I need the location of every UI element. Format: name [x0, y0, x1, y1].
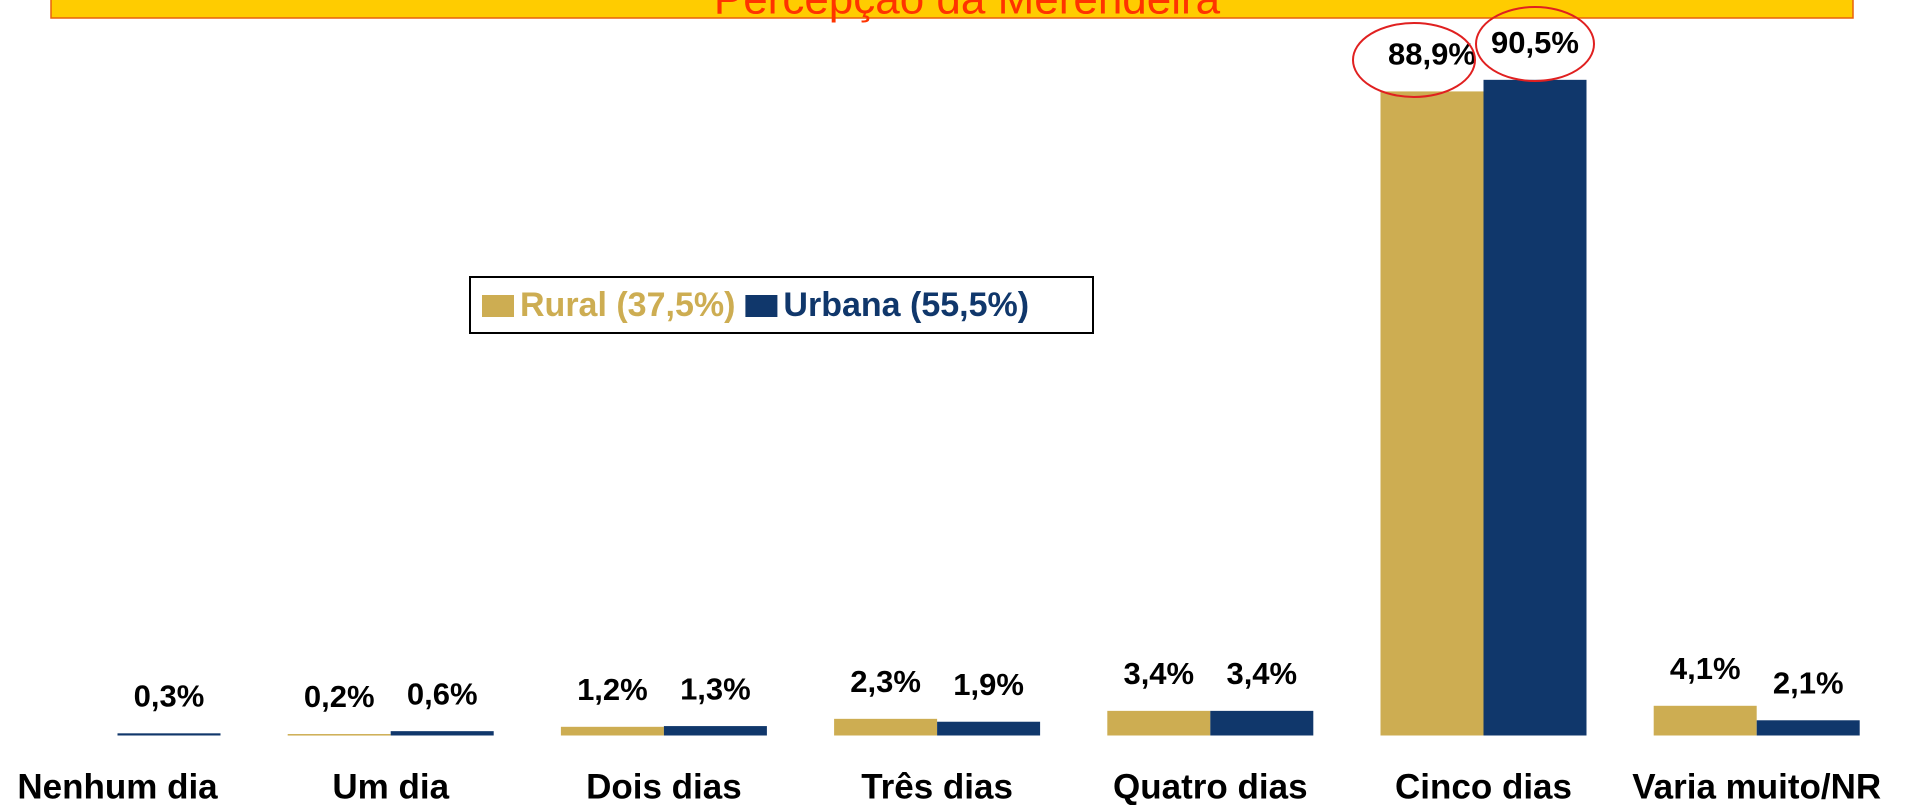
bar — [560, 726, 664, 736]
legend-swatch — [482, 295, 514, 317]
data-label: 3,4% — [1123, 656, 1194, 691]
highlight-ellipse — [1475, 6, 1595, 82]
legend-label: Urbana (55,5%) — [783, 286, 1029, 324]
x-tick-label: Três dias — [861, 767, 1013, 805]
data-label: 1,2% — [577, 672, 648, 707]
bar — [287, 734, 391, 736]
chart-title: Percepção da Merendeira — [714, 0, 1221, 24]
bar — [663, 726, 767, 736]
data-label: 1,9% — [953, 667, 1024, 702]
bar — [117, 733, 221, 736]
x-tick-label: Cinco dias — [1395, 767, 1572, 805]
data-label: 1,3% — [680, 671, 751, 706]
bar — [390, 731, 494, 736]
title-band — [50, 0, 1854, 19]
plot: Nenhum dia 0,3% Um dia 0,2% 0,6% Dois dias 1,2… — [17, 25, 1881, 805]
data-label: 4,1% — [1670, 651, 1741, 686]
data-label: 0,3% — [134, 679, 205, 714]
data-label: 88,9% — [1388, 37, 1476, 72]
bar — [937, 721, 1041, 736]
data-label: 2,3% — [850, 664, 921, 699]
legend-swatch — [745, 295, 778, 317]
data-label: 0,6% — [407, 676, 478, 711]
bar — [1380, 91, 1484, 736]
bar — [1483, 79, 1587, 736]
legend-box — [469, 276, 1094, 334]
legend-label: Rural (37,5%) — [520, 286, 735, 324]
data-label: 90,5% — [1491, 25, 1579, 60]
data-label: 2,1% — [1773, 665, 1844, 700]
bar — [1107, 710, 1211, 736]
x-tick-label: Um dia — [332, 767, 449, 805]
data-label: 0,2% — [304, 679, 375, 714]
bar — [1756, 720, 1860, 736]
bar — [1210, 710, 1314, 736]
x-tick-label: Varia muito/NR — [1632, 767, 1881, 805]
x-tick-label: Nenhum dia — [17, 767, 218, 805]
x-tick-label: Quatro dias — [1113, 767, 1307, 805]
highlight-ellipse — [1352, 22, 1476, 98]
legend: Rural (37,5%) Urbana (55,5%) — [482, 286, 1029, 324]
data-label: 3,4% — [1226, 656, 1297, 691]
bar — [1653, 705, 1757, 736]
bar — [834, 718, 938, 736]
x-tick-label: Dois dias — [586, 767, 742, 805]
